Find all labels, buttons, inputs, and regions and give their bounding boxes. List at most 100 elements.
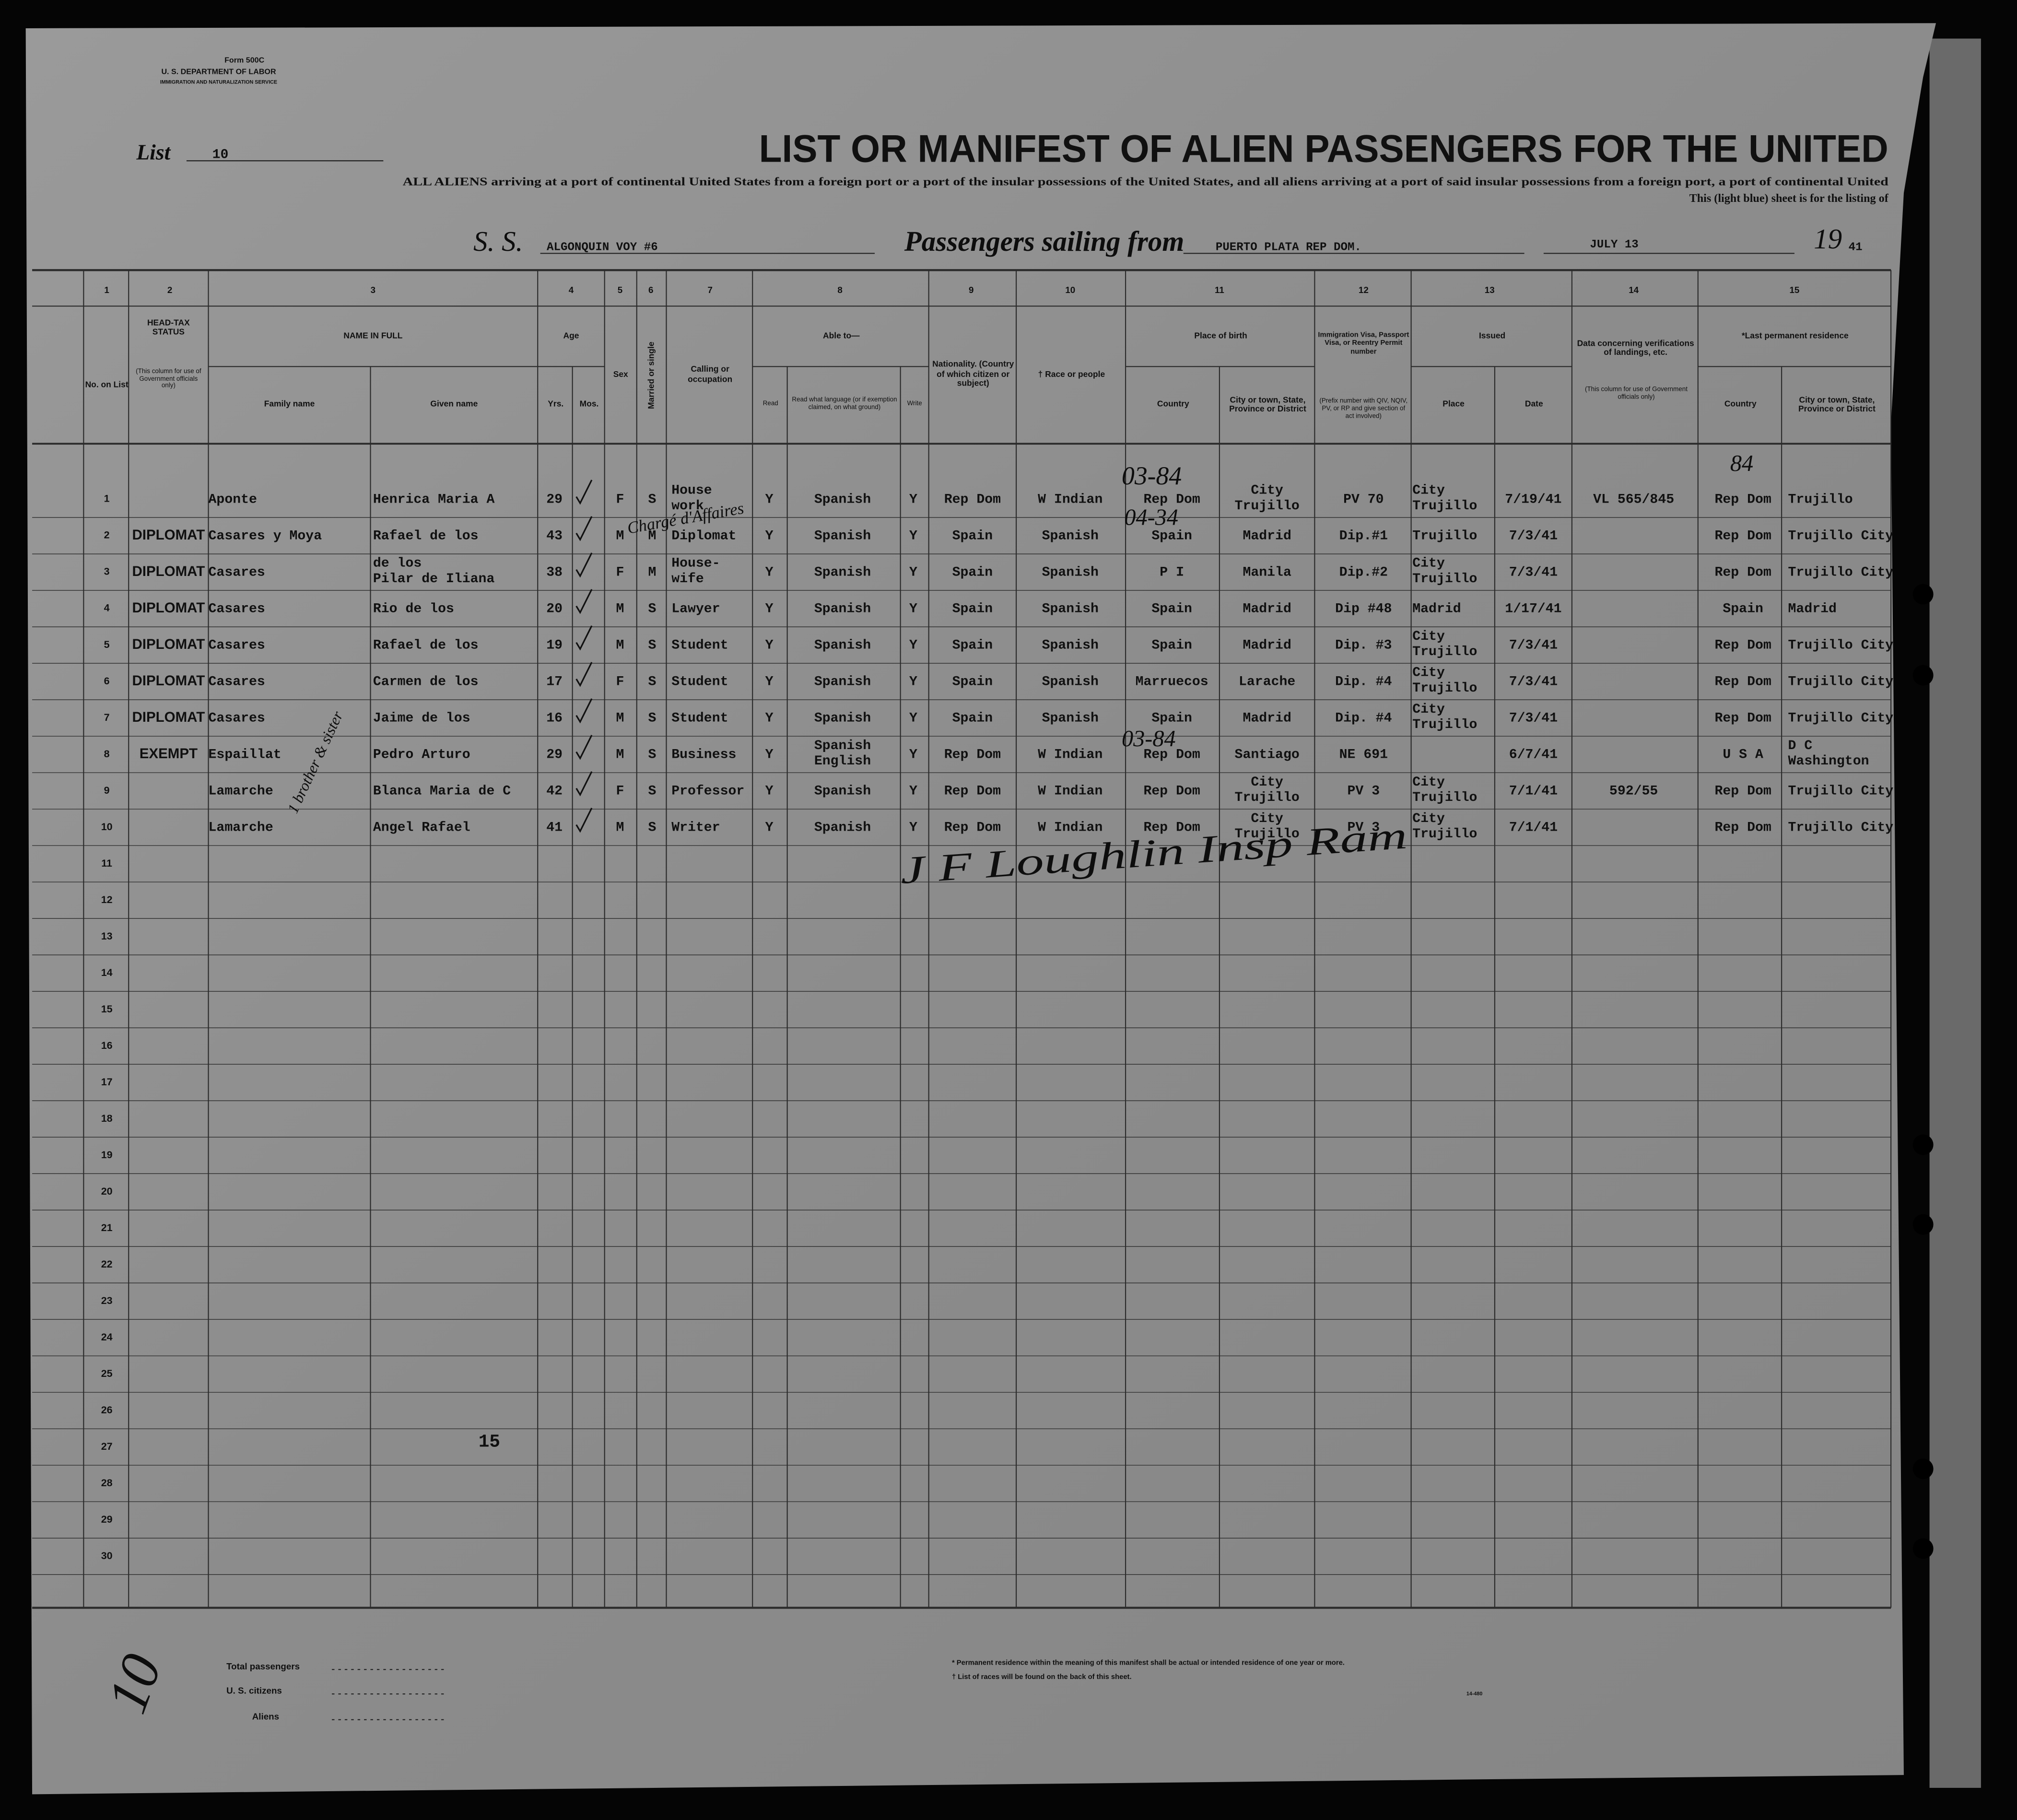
cell-yrs: 42 xyxy=(546,784,563,799)
cell-issued-place: Trujillo xyxy=(1412,529,1477,544)
row-number: 22 xyxy=(101,1258,113,1270)
header-cell: † Race or people xyxy=(1038,370,1105,379)
row-number: 12 xyxy=(101,894,113,905)
cell-marital: S xyxy=(648,493,657,507)
cell-write: Y xyxy=(909,711,917,726)
cell-nationality: Rep Dom xyxy=(944,748,1001,763)
cell-visa: Dip. #3 xyxy=(1335,638,1392,653)
column-number: 8 xyxy=(837,285,842,295)
cell-res-city: Trujillo City xyxy=(1788,638,1894,653)
cell-yrs: 19 xyxy=(546,638,563,653)
row-number: 20 xyxy=(101,1186,113,1197)
cell-write: Y xyxy=(909,784,917,799)
cell-language: Spanish xyxy=(814,638,871,653)
header-name: NAME IN FULL xyxy=(343,332,403,341)
hole xyxy=(1912,584,1934,605)
cell-sex: M xyxy=(616,748,624,763)
column-number: 12 xyxy=(1359,285,1369,295)
cell-given: de los xyxy=(373,556,422,571)
page-edge xyxy=(1929,38,1981,1788)
cell-res-city: Trujillo City xyxy=(1788,565,1894,580)
cell-res-city: Trujillo City xyxy=(1788,529,1894,544)
header-cell: City or town, State, Province or Distric… xyxy=(1229,396,1306,414)
cell-issued-date: 7/3/41 xyxy=(1509,529,1558,544)
cell-given: Carmen de los xyxy=(373,675,479,690)
header-landing: Data concerning verifications of landing… xyxy=(1577,339,1694,358)
cell-language: Spanish xyxy=(814,675,871,690)
cell-issued-place: City xyxy=(1412,629,1445,644)
header-cell: Country xyxy=(1157,400,1189,410)
cell-issued-place: City xyxy=(1412,702,1445,717)
cell-birth-city: Madrid xyxy=(1243,711,1291,726)
row-number: 24 xyxy=(101,1331,113,1343)
cell-sex: F xyxy=(616,493,624,507)
cell-given: Henrica Maria A xyxy=(373,493,495,507)
cell-landing: 592/55 xyxy=(1609,784,1658,799)
cell-yrs: 41 xyxy=(546,821,563,835)
cell-issued-date: 7/3/41 xyxy=(1509,675,1558,690)
cell-res-city: Trujillo City xyxy=(1788,711,1894,726)
cell-issued-place: Trujillo xyxy=(1412,645,1477,659)
sailing-label: Passengers sailing from xyxy=(904,225,1184,257)
cell-occupation: wife xyxy=(671,572,704,587)
header-visa: Immigration Visa, Passport Visa, or Reen… xyxy=(1318,332,1409,356)
cell-issued-place: City xyxy=(1412,811,1445,826)
header-cell: Given name xyxy=(430,400,478,410)
header-cell: Place xyxy=(1442,400,1465,410)
cell-race: Spanish xyxy=(1042,529,1099,544)
header-cell: Country xyxy=(1724,400,1757,410)
row-number: 8 xyxy=(104,748,110,760)
table-body: 1234567891011121314151617181920212223242… xyxy=(101,480,1894,1562)
row-number: 16 xyxy=(101,1040,113,1051)
row-number: 4 xyxy=(104,602,110,614)
cell-headtax: EXEMPT xyxy=(140,746,198,762)
cell-language: Spanish xyxy=(814,565,871,580)
service: IMMIGRATION AND NATURALIZATION SERVICE xyxy=(160,79,277,85)
cell-nationality: Spain xyxy=(952,565,993,580)
check-mark xyxy=(575,625,593,651)
row-number: 5 xyxy=(104,639,110,650)
hole xyxy=(1912,665,1934,686)
footnote: † List of races will be found on the bac… xyxy=(952,1673,1132,1681)
cell-family: Casares y Moya xyxy=(209,529,322,544)
cell-res-country: Spain xyxy=(1723,602,1763,617)
cell-res-country: Rep Dom xyxy=(1715,493,1771,507)
cell-family: Casares xyxy=(209,711,265,726)
header-res-city: City or town, State, Province or Distric… xyxy=(1798,395,1876,414)
cell-write: Y xyxy=(909,529,917,544)
row-number: 13 xyxy=(101,930,113,942)
list-number: 10 xyxy=(212,147,229,162)
cell-read: Y xyxy=(765,529,774,544)
cell-birth-country: Spain xyxy=(1151,529,1192,544)
header-birth-country: Country xyxy=(1157,400,1189,410)
cell-birth-country: Rep Dom xyxy=(1144,784,1200,799)
cell-headtax: DIPLOMAT xyxy=(132,564,205,579)
header-cell: *Last permanent residence xyxy=(1742,332,1849,341)
cell-res-city: Trujillo City xyxy=(1788,821,1894,835)
cell-issued-place: Trujillo xyxy=(1412,572,1477,587)
cell-family: Casares xyxy=(209,675,265,690)
header-cell: HEAD-TAX STATUS xyxy=(147,318,190,337)
cell-birth-city: Madrid xyxy=(1243,602,1291,617)
department: U. S. DEPARTMENT OF LABOR xyxy=(161,67,276,76)
cell-nationality: Spain xyxy=(952,638,993,653)
code-note: 03-84 xyxy=(1122,726,1176,751)
cell-given: Angel Rafael xyxy=(373,821,470,835)
cell-sex: M xyxy=(616,638,624,653)
cell-occupation: Diplomat xyxy=(671,529,736,544)
cell-race: W Indian xyxy=(1038,821,1102,835)
cell-language: Spanish xyxy=(814,493,871,507)
cell-landing: VL 565/845 xyxy=(1593,493,1674,507)
cell-headtax: DIPLOMAT xyxy=(132,636,205,652)
cell-race: Spanish xyxy=(1042,565,1099,580)
row-number: 1 xyxy=(104,493,110,505)
cell-headtax: DIPLOMAT xyxy=(132,709,205,725)
check-mark xyxy=(575,480,593,505)
header-cell: Yrs. xyxy=(548,400,563,410)
cell-occupation: House xyxy=(671,483,712,498)
cell-language: Spanish xyxy=(814,529,871,544)
column-number: 5 xyxy=(618,285,622,295)
row-number: 7 xyxy=(104,712,110,723)
cell-birth-country: Rep Dom xyxy=(1144,821,1200,835)
total-passengers: Total passengers xyxy=(226,1661,300,1671)
